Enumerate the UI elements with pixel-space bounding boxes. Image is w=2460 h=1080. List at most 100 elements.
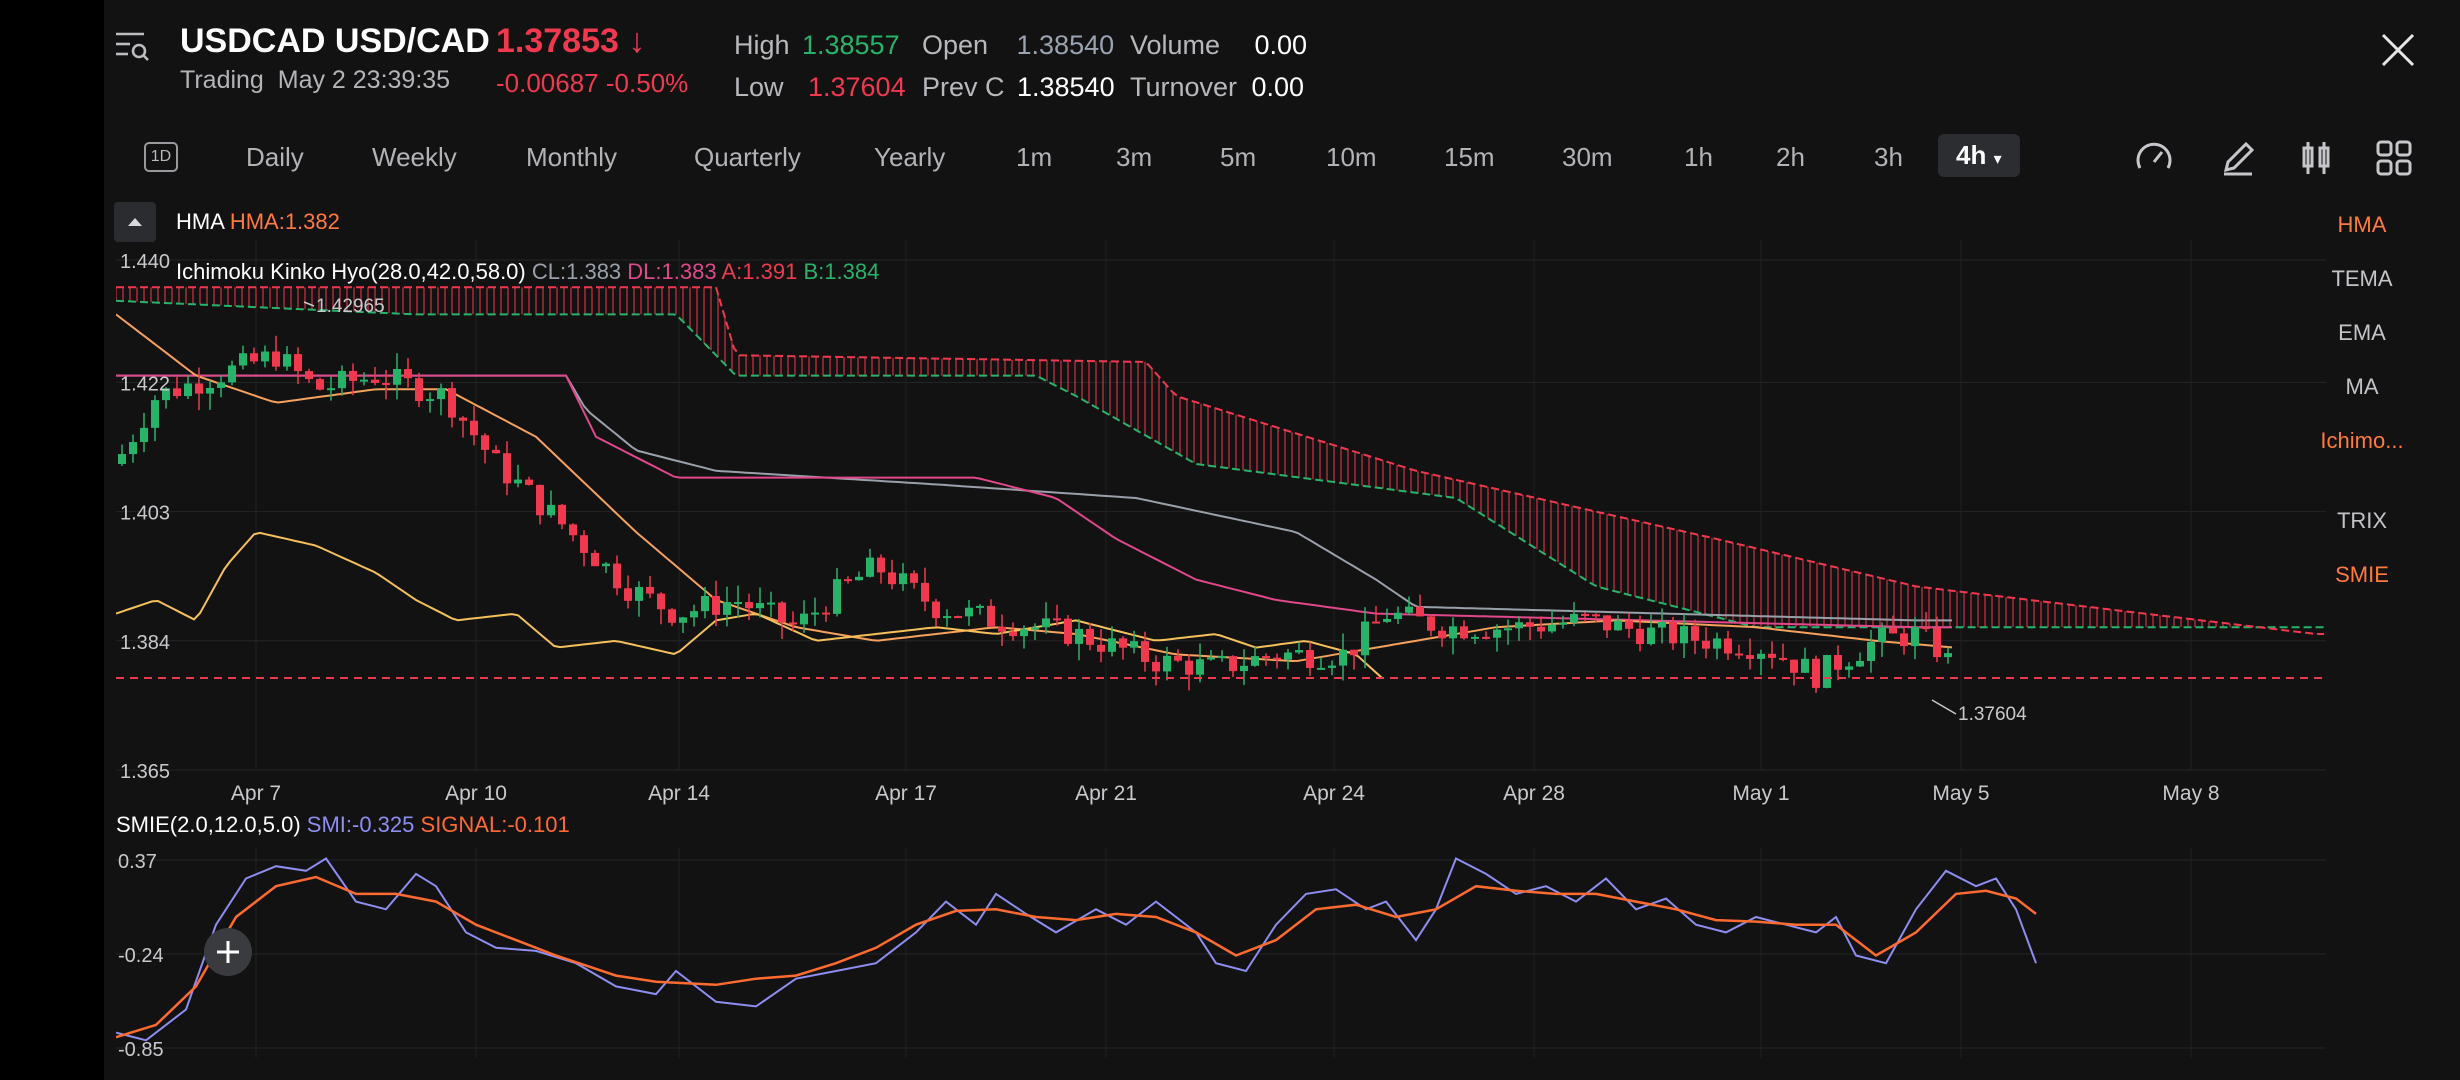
- plus-icon: [217, 941, 239, 963]
- candle-up: [1944, 653, 1952, 658]
- collapse-legend-button[interactable]: [114, 202, 156, 242]
- candle-down: [1372, 621, 1380, 624]
- candlesticks: [118, 335, 1952, 693]
- chevron-up-icon: [128, 218, 142, 226]
- candle-up: [1823, 655, 1831, 688]
- candle-down: [1537, 626, 1545, 632]
- tf-10m[interactable]: 10m: [1326, 142, 1377, 172]
- candle-up: [1130, 641, 1138, 648]
- tf-3m[interactable]: 3m: [1116, 142, 1153, 172]
- indicator-trix[interactable]: TRIX: [2336, 508, 2388, 533]
- high-marker-label: 1.42965: [316, 296, 385, 317]
- candle-down: [1636, 628, 1644, 645]
- tf-2h[interactable]: 2h: [1776, 142, 1805, 172]
- candle-down: [1119, 638, 1127, 648]
- candle-up: [1339, 649, 1347, 666]
- candle-down: [613, 563, 621, 589]
- indicator-tema[interactable]: TEMA: [2331, 266, 2393, 291]
- candle-up: [866, 557, 874, 577]
- candle-up: [162, 388, 170, 401]
- calendar-1d-button[interactable]: 1D: [144, 142, 178, 172]
- x-tick-label: May 5: [1932, 782, 1989, 805]
- pencil-icon[interactable]: [2218, 138, 2258, 178]
- candle-down: [1174, 655, 1182, 661]
- candle-up: [1548, 624, 1556, 632]
- y-tick-label: -0.85: [118, 1039, 164, 1058]
- candle-down: [624, 588, 632, 601]
- tf-1m[interactable]: 1m: [1016, 142, 1053, 172]
- tf-30m[interactable]: 30m: [1562, 142, 1613, 172]
- tf-5m[interactable]: 5m: [1220, 142, 1257, 172]
- candle-down: [910, 573, 918, 583]
- candle-down: [503, 453, 511, 484]
- candle-down: [1229, 656, 1237, 672]
- turnover-value: 0.00: [1251, 72, 1305, 102]
- tf-quarterly[interactable]: Quarterly: [694, 142, 801, 172]
- candle-up: [756, 603, 764, 609]
- candlestick-type-icon[interactable]: [2296, 138, 2336, 178]
- candle-up: [140, 427, 148, 443]
- candle-up: [1856, 660, 1864, 667]
- candle-down: [316, 379, 324, 390]
- tf-weekly[interactable]: Weekly: [372, 142, 457, 172]
- candle-down: [569, 524, 577, 536]
- candle-down: [657, 593, 665, 610]
- indicator-hma[interactable]: HMA: [2337, 212, 2387, 237]
- high-marker-leader: [303, 301, 315, 307]
- candle-up: [547, 504, 555, 516]
- candle-up: [1240, 665, 1248, 672]
- candle-down: [932, 601, 940, 619]
- indicator-ichimoku[interactable]: Ichimo...: [2320, 428, 2404, 453]
- indicator-ema[interactable]: EMA: [2338, 320, 2386, 345]
- gauge-icon[interactable]: [2134, 138, 2174, 178]
- prevc-stat: Prev C 1.38540: [922, 72, 1115, 102]
- candle-up: [118, 454, 126, 464]
- candle-down: [382, 382, 390, 385]
- candle-down: [1141, 641, 1149, 662]
- x-tick-label: Apr 28: [1503, 782, 1565, 805]
- candle-up: [701, 595, 709, 612]
- tf-1h[interactable]: 1h: [1684, 142, 1713, 172]
- candle-up: [1515, 622, 1523, 629]
- x-tick-label: May 1: [1732, 782, 1789, 805]
- indicator-ma[interactable]: MA: [2345, 374, 2379, 399]
- price-down-arrow-icon: ↓: [628, 22, 646, 60]
- candle-up: [206, 387, 214, 394]
- candle-down: [349, 370, 357, 381]
- candle-down: [1427, 616, 1435, 631]
- candle-up: [1493, 629, 1501, 638]
- crosshair-add-button[interactable]: [204, 928, 252, 976]
- tf-4h-active[interactable]: 4h ▾: [1938, 134, 2020, 177]
- grid-layout-icon[interactable]: [2374, 138, 2414, 178]
- candle-up: [855, 576, 863, 581]
- candle-up: [1449, 626, 1457, 639]
- smie-y-axis: 0.37 -0.24 -0.85: [118, 851, 164, 1058]
- tf-daily[interactable]: Daily: [246, 142, 304, 172]
- tf-monthly[interactable]: Monthly: [526, 142, 618, 172]
- candle-up: [1020, 629, 1028, 637]
- chart-grid: [116, 240, 2326, 771]
- candle-up: [943, 616, 951, 619]
- close-icon[interactable]: [2380, 32, 2416, 68]
- candle-up: [1218, 656, 1226, 659]
- signal-line: [116, 875, 2037, 1039]
- candle-up: [1911, 627, 1919, 647]
- menu-search-icon[interactable]: [114, 30, 152, 62]
- candle-down: [272, 351, 280, 367]
- tf-15m[interactable]: 15m: [1444, 142, 1495, 172]
- candle-down: [305, 371, 313, 380]
- candle-down: [1350, 649, 1358, 656]
- tf-yearly[interactable]: Yearly: [874, 142, 946, 172]
- last-price: 1.37853 ↓: [496, 22, 646, 60]
- tf-3h[interactable]: 3h: [1874, 142, 1903, 172]
- candle-up: [602, 563, 610, 567]
- candle-up: [1383, 619, 1391, 622]
- candle-up: [283, 354, 291, 367]
- indicator-smie[interactable]: SMIE: [2335, 562, 2389, 587]
- y-tick-label: 1.403: [120, 503, 170, 525]
- candle-down: [1482, 636, 1490, 639]
- trading-status: Trading May 2 23:39:35: [180, 66, 451, 94]
- smie-chart[interactable]: 0.37 -0.24 -0.85: [116, 848, 2326, 1058]
- candle-up: [1845, 666, 1853, 670]
